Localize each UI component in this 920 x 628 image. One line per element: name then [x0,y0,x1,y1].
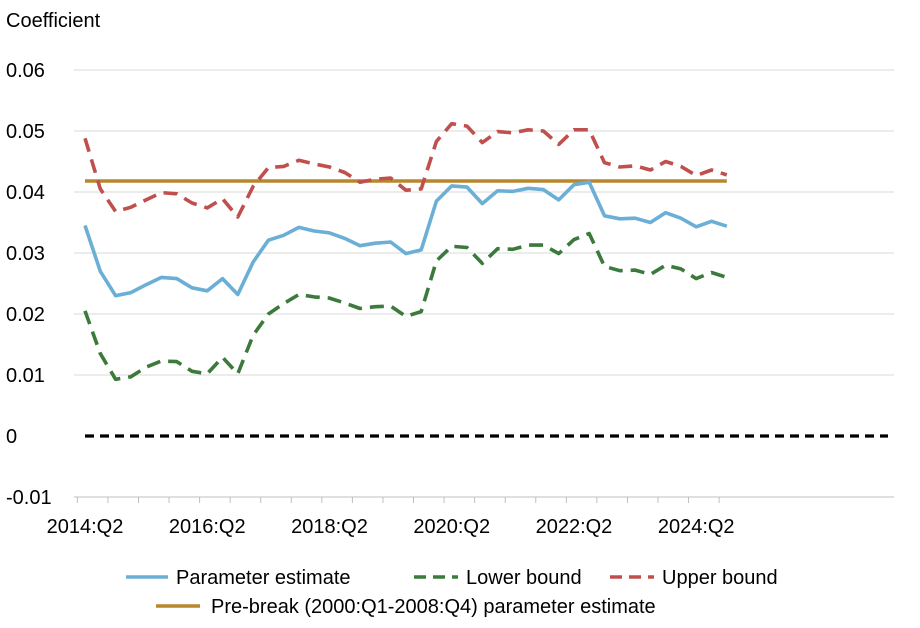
x-tick-label: 2014:Q2 [47,516,124,538]
y-tick-label: 0.04 [6,182,45,204]
legend: Parameter estimate Lower bound Upper bound… [126,567,778,618]
x-tick-label: 2024:Q2 [658,516,735,538]
upper-bound-line [83,121,728,219]
y-tick-label: 0.01 [6,365,45,387]
x-tick-label: 2020:Q2 [413,516,490,538]
gridlines [74,69,894,498]
y-tick-label: 0.03 [6,243,45,265]
y-tick-label: -0.01 [6,487,52,509]
y-tick-label: 0.05 [6,121,45,143]
y-tick-label: 0 [6,426,17,448]
y-tick-label: 0.02 [6,304,45,326]
lower-bound-line [83,231,728,382]
legend-label: Upper bound [662,567,778,589]
x-axis: 2014:Q2 2016:Q2 2018:Q2 2020:Q2 2022:Q2 2024:… [47,496,894,538]
y-axis-label: Coefficient [6,10,101,32]
x-tick-label: 2018:Q2 [291,516,368,538]
parameter-estimate-line [83,180,728,298]
y-tick-label: 0.06 [6,60,45,82]
x-tick-label: 2016:Q2 [169,516,246,538]
legend-label: Parameter estimate [176,567,351,589]
y-tick-labels: -0.01 0 0.01 0.02 0.03 0.04 0.05 0.06 [6,60,52,509]
series-lines [83,121,728,382]
x-tick-label: 2022:Q2 [536,516,613,538]
legend-label: Pre-break (2000:Q1-2008:Q4) parameter es… [211,596,656,618]
legend-label: Lower bound [466,567,582,589]
